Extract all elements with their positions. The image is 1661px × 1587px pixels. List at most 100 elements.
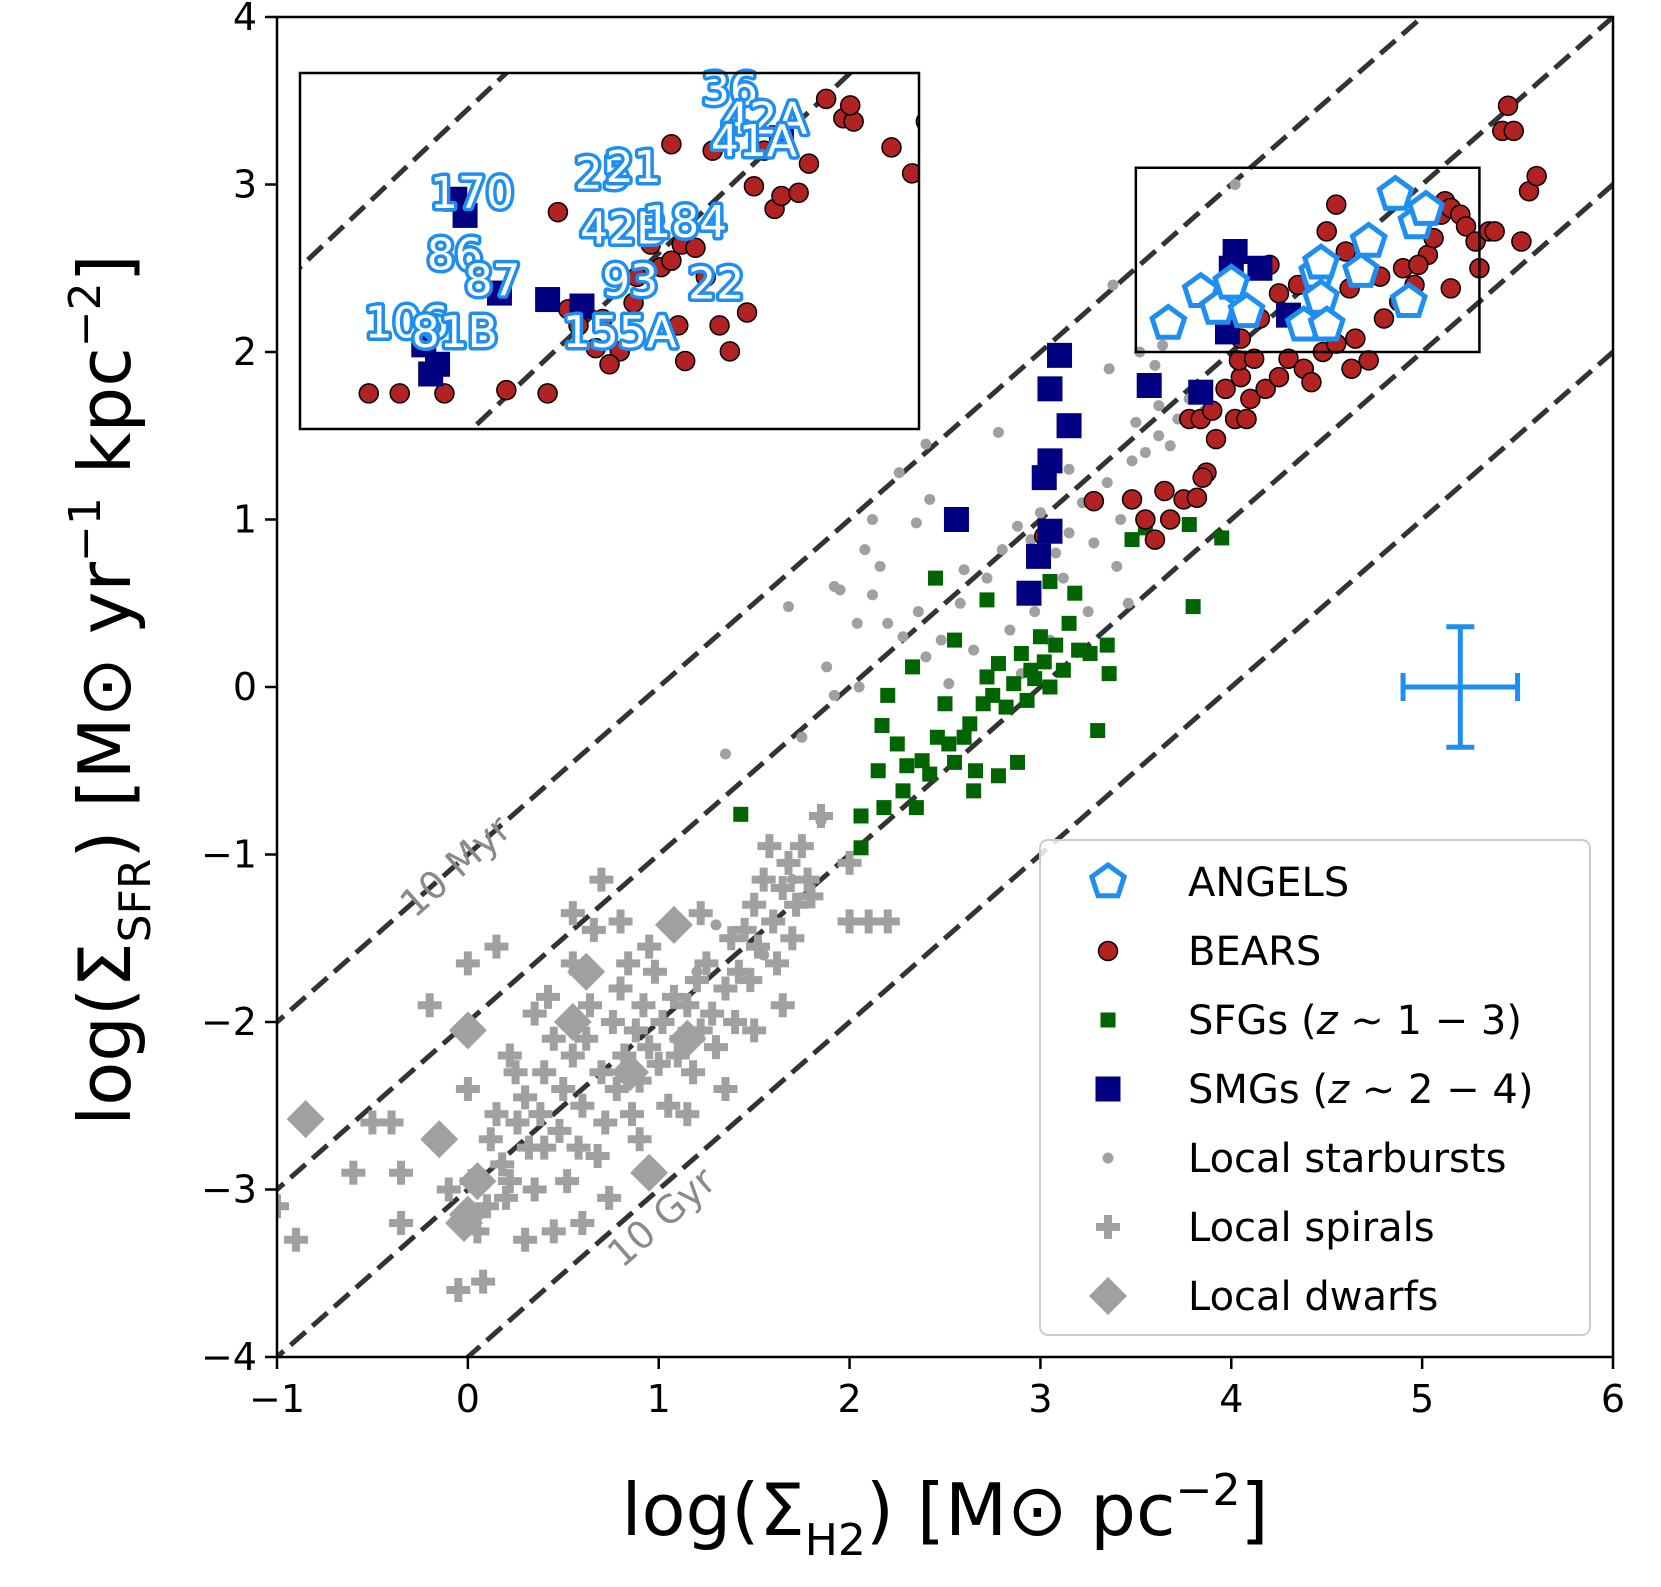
sfgs-z-1-3-point-34 xyxy=(1061,615,1077,631)
bears-point-6 xyxy=(1159,509,1181,530)
local-starbursts-point-34 xyxy=(1139,447,1151,458)
sfgs-z-1-3-point-53 xyxy=(990,768,1006,784)
y-tick-label: 2 xyxy=(233,330,257,374)
x-axis-ticks: −1 0 1 2 3 4 5 6 xyxy=(249,1357,1625,1421)
bears-point-48 xyxy=(1497,95,1519,117)
local-spirals-point-65 xyxy=(719,926,744,951)
bears-point-50 xyxy=(1511,231,1532,252)
local-starbursts-point-54 xyxy=(866,514,878,525)
inset-bears-point-31 xyxy=(702,140,723,161)
depletion-line-0 xyxy=(277,17,1426,1026)
local-dwarfs-point-10 xyxy=(668,1019,707,1058)
inset-bears-point-22 xyxy=(798,153,820,174)
legend-frame xyxy=(1039,839,1591,1336)
local-spirals-point-86 xyxy=(856,909,881,934)
inset-label-155a: 155A xyxy=(563,307,677,358)
local-dwarfs-point-9 xyxy=(654,905,693,944)
sfgs-z-1-3-point-24 xyxy=(1006,676,1022,692)
bears-point-30 xyxy=(1345,328,1366,349)
local-dwarfs-point-6 xyxy=(553,1003,592,1041)
local-spirals-point-75 xyxy=(765,951,790,976)
local-spirals-point-57 xyxy=(675,993,700,1018)
angels-point-0 xyxy=(1149,303,1188,340)
inset-bears-point-23 xyxy=(815,88,837,110)
x-tick-label: 6 xyxy=(1601,1377,1625,1421)
local-starbursts-point-66 xyxy=(1057,572,1069,584)
sfgs-z-1-3-point-50 xyxy=(880,687,896,703)
smgs-z-2-4-point-13 xyxy=(1222,239,1248,264)
local-spirals-point-24 xyxy=(532,1060,557,1085)
sfgs-z-1-3-point-4 xyxy=(876,800,892,816)
local-spirals-point-78 xyxy=(780,926,805,951)
local-spirals-point-105 xyxy=(585,1144,610,1168)
annotation-10myr: 10 Myr xyxy=(392,806,520,926)
local-starbursts-point-63 xyxy=(1229,179,1241,190)
angels-point-7 xyxy=(1301,243,1341,280)
sfgs-z-1-3-point-15 xyxy=(947,754,963,770)
y-tick-label: −4 xyxy=(201,1335,257,1379)
sfgs-z-1-3-point-2 xyxy=(853,840,869,856)
inset-label-93: 93 xyxy=(602,255,658,306)
local-spirals-point-5 xyxy=(389,1160,414,1185)
local-spirals-point-79 xyxy=(784,892,809,917)
local-starbursts-point-8 xyxy=(828,689,840,701)
local-starbursts-point-2 xyxy=(710,919,722,931)
local-spirals-point-41 xyxy=(604,1077,629,1101)
local-spirals-point-20 xyxy=(513,1085,538,1110)
bears-point-31 xyxy=(1358,350,1379,371)
local-spirals-point-76 xyxy=(770,876,795,900)
bears-point-15 xyxy=(1215,378,1236,400)
data-layer xyxy=(277,95,1547,1302)
angels-point-13 xyxy=(1376,174,1415,211)
bears-point-60 xyxy=(1408,254,1429,276)
inset-label-170: 170 xyxy=(430,168,514,219)
local-starbursts-point-19 xyxy=(935,634,947,646)
local-spirals-point-98 xyxy=(688,901,713,926)
local-spirals-point-14 xyxy=(478,1127,503,1152)
local-spirals-point-43 xyxy=(612,1043,637,1068)
local-starbursts-point-42 xyxy=(1149,359,1161,371)
local-spirals-point-23 xyxy=(528,1102,553,1127)
sfgs-z-1-3-point-10 xyxy=(914,753,930,769)
sfgs-z-1-3-point-31 xyxy=(1042,679,1058,695)
inset-bears-point-1 xyxy=(389,383,410,404)
bears-point-23 xyxy=(1268,366,1290,388)
typical-error-bar xyxy=(1400,624,1521,750)
bears-point-14 xyxy=(1205,428,1227,450)
local-spirals-point-48 xyxy=(631,993,656,1018)
sfgs-z-1-3-point-42 xyxy=(1181,517,1197,533)
sfgs-z-1-3-point-5 xyxy=(874,718,890,734)
local-spirals-point-4 xyxy=(379,1110,404,1135)
local-starbursts-point-0 xyxy=(477,1276,489,1288)
local-spirals-point-73 xyxy=(757,834,782,859)
sfgs-z-1-3-point-29 xyxy=(1032,629,1048,645)
local-starbursts-point-45 xyxy=(1107,279,1119,291)
local-spirals-point-31 xyxy=(560,901,585,926)
x-axis-label: log(ΣH2) [M⊙ pc−2] xyxy=(621,1465,1268,1566)
local-starbursts-point-7 xyxy=(796,731,808,743)
local-spirals-point-85 xyxy=(837,909,862,934)
local-spirals-point-0 xyxy=(277,1194,289,1219)
local-starbursts-point-43 xyxy=(1157,339,1169,351)
local-starbursts-point-59 xyxy=(1153,400,1165,412)
local-starbursts-point-49 xyxy=(910,517,922,529)
inset-bears-point-27 xyxy=(901,163,919,184)
y-tick-label: 4 xyxy=(233,0,257,39)
local-starbursts-point-18 xyxy=(920,651,932,663)
sfgs-z-1-3-point-45 xyxy=(927,570,943,586)
y-tick-label: −3 xyxy=(201,1168,257,1212)
bears-point-1 xyxy=(1083,490,1105,512)
local-starbursts-point-57 xyxy=(1063,463,1075,475)
local-dwarfs-point-2 xyxy=(448,1011,487,1050)
local-spirals-point-28 xyxy=(551,1077,576,1101)
local-spirals-point-87 xyxy=(875,909,900,934)
local-spirals-point-101 xyxy=(770,993,795,1018)
local-spirals-point-80 xyxy=(789,834,814,859)
local-spirals-point-39 xyxy=(597,1185,622,1210)
local-starbursts-point-26 xyxy=(1034,507,1046,519)
inset-smgs-point-7 xyxy=(486,280,512,306)
inset-bears-point-34 xyxy=(674,350,696,372)
inset-data xyxy=(358,88,919,404)
inset-bears-point-21 xyxy=(788,182,809,203)
